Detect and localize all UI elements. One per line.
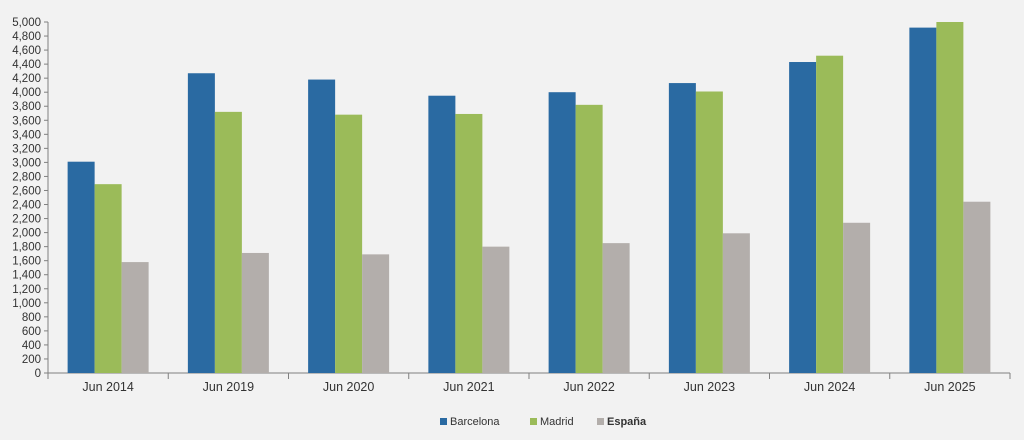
x-tick-label: Jun 2024 (804, 380, 855, 394)
bar (963, 201, 991, 373)
bar (187, 73, 215, 373)
y-tick-label: 3,200 (12, 143, 41, 155)
y-tick-label: 3,600 (12, 115, 41, 127)
legend-swatch (597, 418, 604, 425)
bar (668, 83, 696, 373)
bar (214, 111, 242, 373)
y-tick-label: 600 (22, 326, 41, 338)
y-tick-label: 4,000 (12, 87, 41, 99)
legend: Barcelona Madrid España (440, 416, 647, 428)
y-tick-label: 800 (22, 312, 41, 324)
legend-label: Madrid (540, 416, 574, 428)
y-tick-label: 3,000 (12, 157, 41, 169)
y-tick-label: 1,200 (12, 284, 41, 296)
y-tick-label: 4,200 (12, 73, 41, 85)
x-tick-label: Jun 2023 (684, 380, 735, 394)
bar (455, 113, 483, 373)
bar (909, 27, 937, 374)
x-tick-label: Jun 2021 (443, 380, 494, 394)
y-tick-label: 5,000 (12, 17, 41, 29)
y-tick-label: 1,600 (12, 256, 41, 268)
legend-swatch (440, 418, 447, 425)
bar (94, 184, 122, 373)
y-tick-label: 3,800 (12, 101, 41, 113)
y-axis: 0 200 400 600 800 1,000 1,200 1,400 1,600 1,800 2,… (12, 17, 49, 380)
bars (67, 22, 991, 374)
bar (843, 222, 871, 373)
bar (362, 254, 390, 373)
x-tick-label: Jun 2022 (563, 380, 614, 394)
bar (936, 22, 964, 373)
bar (695, 91, 723, 374)
bar (308, 79, 336, 374)
bar (241, 252, 269, 373)
y-tick-label: 2,400 (12, 200, 41, 212)
x-axis: Jun 2014 Jun 2019 Jun 2020 Jun 2021 Jun 2022… (47, 372, 1011, 394)
bar (121, 262, 149, 373)
x-tick-label: Jun 2014 (82, 380, 133, 394)
y-tick-label: 0 (35, 368, 41, 380)
legend-label: Barcelona (450, 416, 500, 428)
y-tick-label: 1,800 (12, 242, 41, 254)
y-tick-label: 2,200 (12, 214, 41, 226)
bar (722, 233, 750, 373)
x-tick-label: Jun 2020 (323, 380, 374, 394)
bar (789, 62, 817, 373)
y-tick-label: 2,800 (12, 171, 41, 183)
bar (602, 243, 630, 373)
x-tick-label: Jun 2025 (924, 380, 975, 394)
bar (575, 104, 603, 373)
y-tick-label: 4,400 (12, 59, 41, 71)
y-tick-label: 2,600 (12, 185, 41, 197)
y-tick-label: 1,400 (12, 270, 41, 282)
bar (548, 92, 576, 373)
bar (482, 246, 510, 373)
bar (816, 55, 844, 374)
y-tick-label: 4,800 (12, 31, 41, 43)
bar (428, 95, 456, 374)
bar (67, 161, 95, 373)
x-tick-label: Jun 2019 (203, 380, 254, 394)
legend-label: España (607, 416, 647, 428)
y-tick-label: 3,400 (12, 129, 41, 141)
bar (335, 114, 363, 373)
y-tick-label: 200 (22, 354, 41, 366)
y-tick-label: 2,000 (12, 228, 41, 240)
y-tick-label: 4,600 (12, 45, 41, 57)
legend-swatch (530, 418, 537, 425)
y-tick-label: 400 (22, 340, 41, 352)
y-tick-label: 1,000 (12, 298, 41, 310)
